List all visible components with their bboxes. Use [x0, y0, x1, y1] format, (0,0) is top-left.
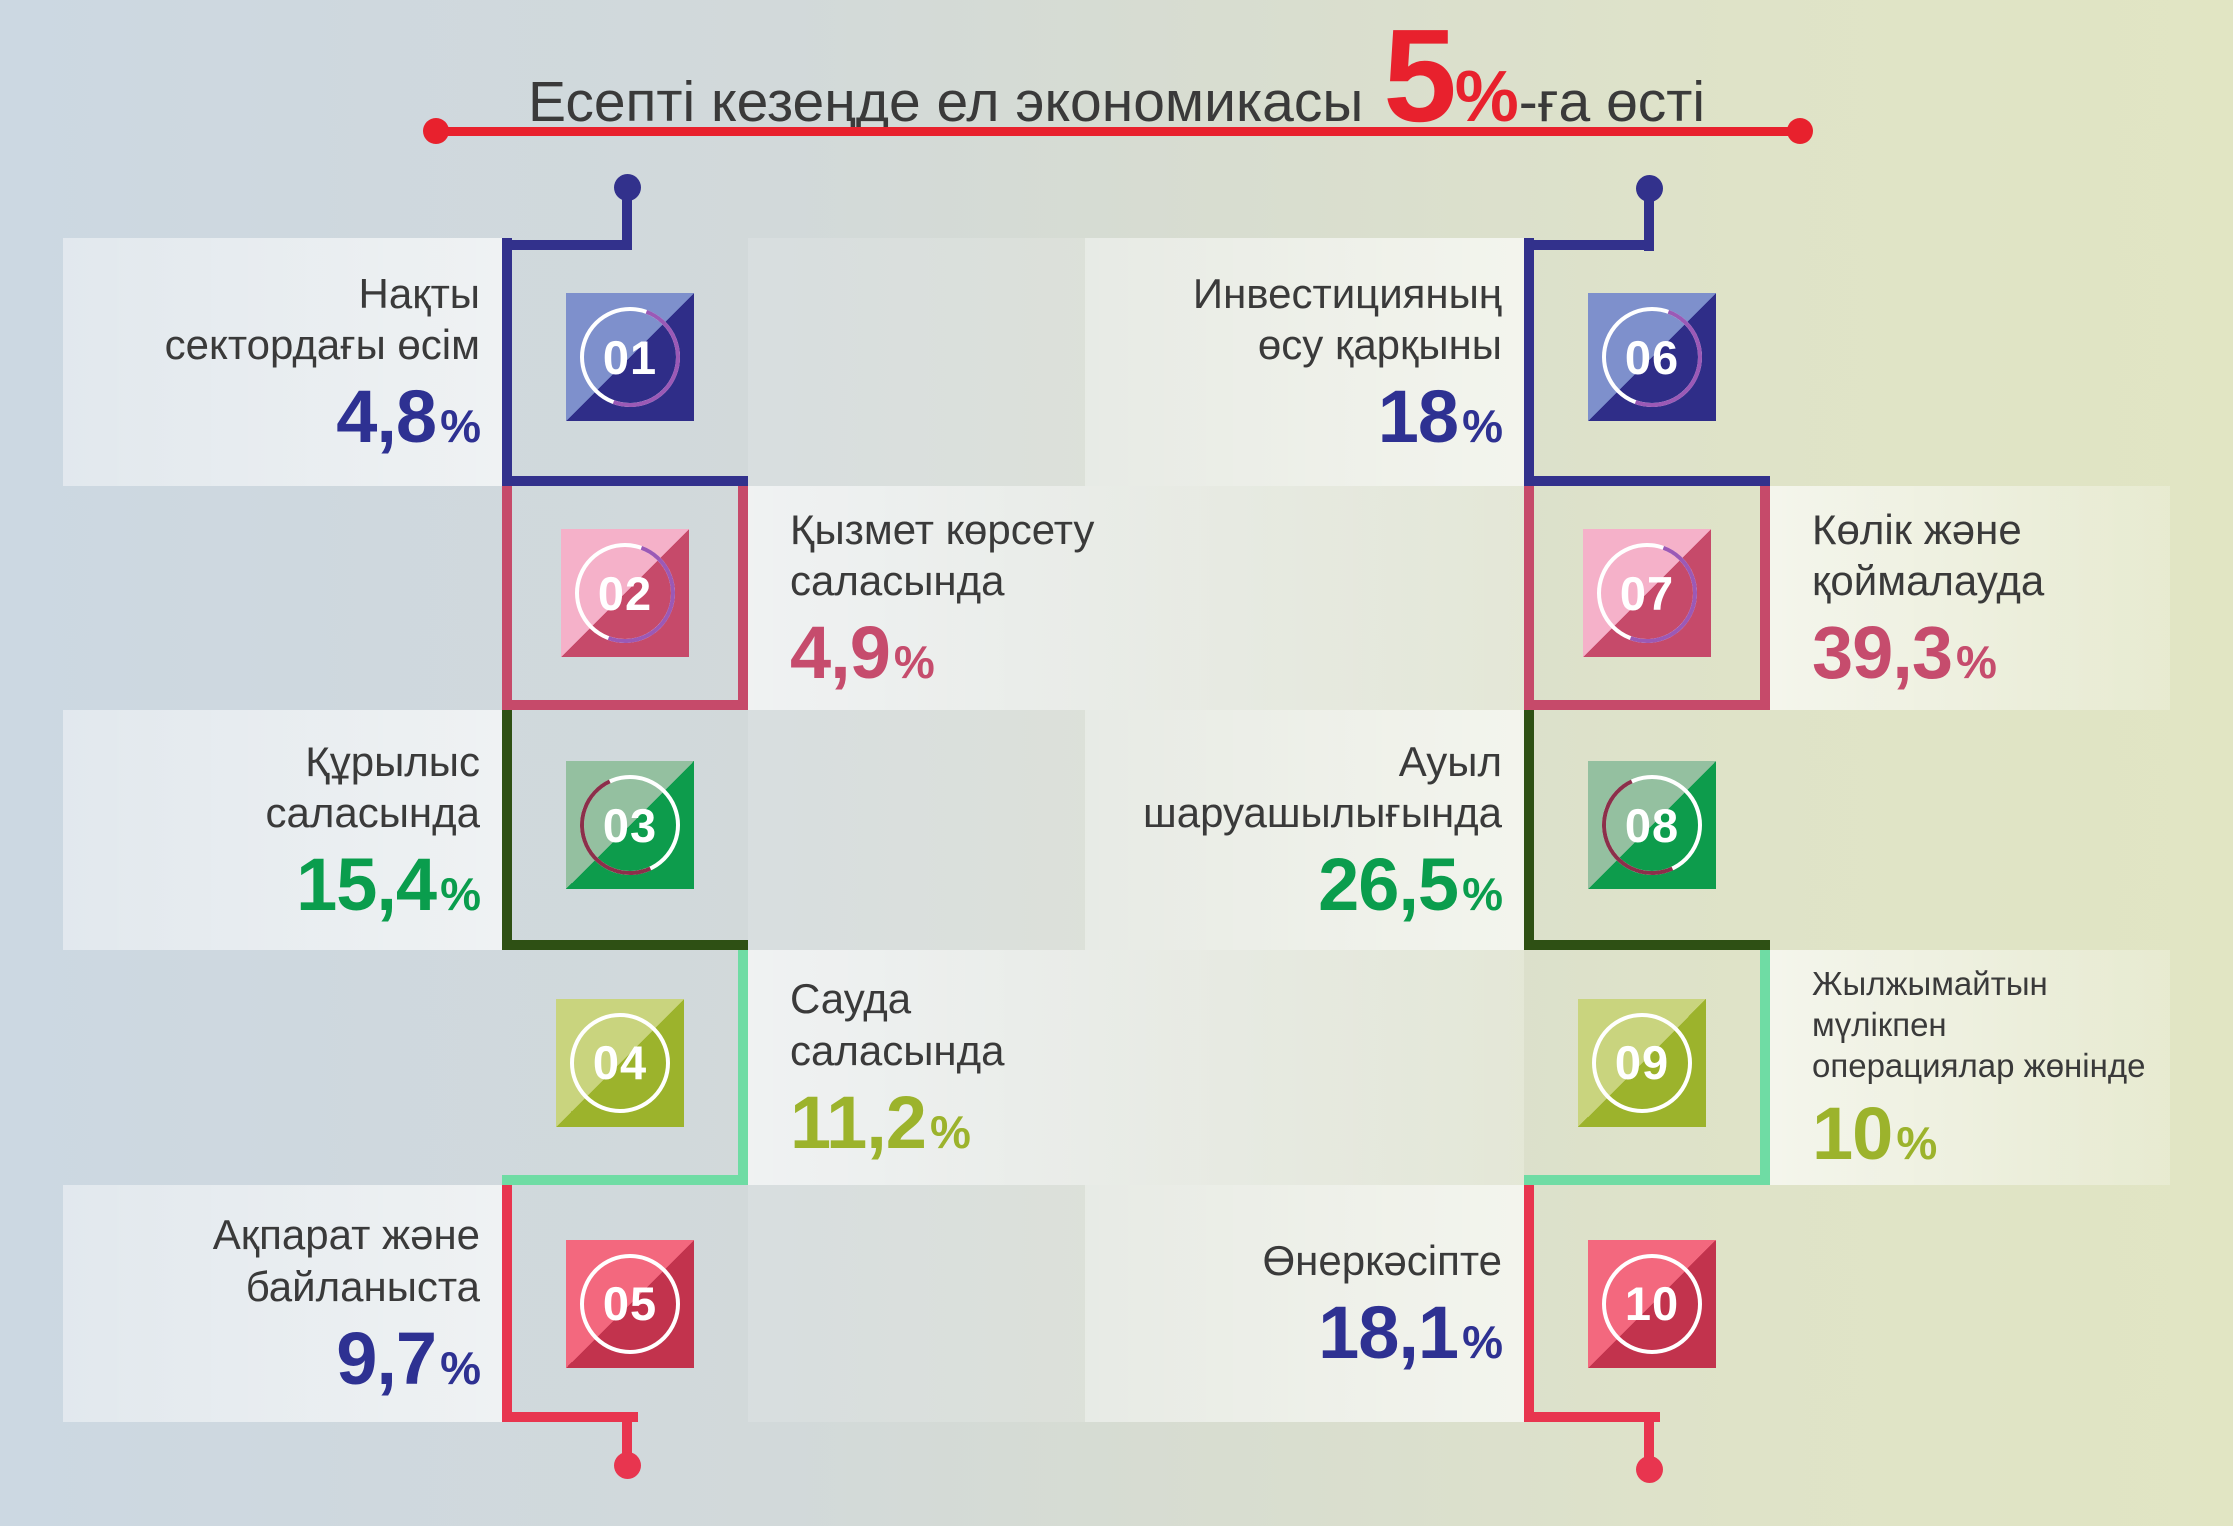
item-04-value: 11,2% — [790, 1080, 971, 1164]
badge-ring-icon — [580, 775, 680, 875]
item-09-label: Жылжымайтын мүлікпен операциялар жөнінде — [1812, 964, 2146, 1085]
item-05-card: Ақпарат және байланыста 9,7% — [63, 1185, 502, 1422]
badge-ring-icon — [1602, 1253, 1702, 1354]
left-column-start-stub — [622, 190, 632, 250]
left-column-end-stub — [622, 1412, 632, 1458]
badge-ring-icon — [580, 307, 680, 407]
item-05-value: 9,7% — [336, 1316, 481, 1400]
badge-ring-icon — [570, 1012, 670, 1113]
item-02-badge: 02 — [561, 529, 689, 657]
badge-number: 07 — [1619, 566, 1675, 620]
item-10-card: Өнеркәсіпте 18,1% — [1085, 1185, 1524, 1422]
badge-ring-icon — [1597, 543, 1697, 643]
item-01-card: Нақты сектордағы өсім 4,8% — [63, 238, 502, 486]
item-10-value: 18,1% — [1318, 1291, 1503, 1375]
item-03-value: 15,4% — [296, 843, 481, 927]
item-06-badge: 06 — [1588, 293, 1716, 421]
right-column-end-dot-icon — [1636, 1456, 1663, 1483]
item-02-label: Қызмет көрсету саласында — [790, 505, 1095, 605]
item-05-connector-zone: 05 — [502, 1185, 748, 1422]
left-column-end-dot-icon — [614, 1452, 641, 1479]
item-06-label: Инвестицияның өсу қарқыны — [1192, 269, 1502, 369]
item-01-connector-zone: 01 — [502, 238, 748, 486]
item-10-badge: 10 — [1588, 1239, 1716, 1368]
item-01-value: 4,8% — [336, 375, 481, 459]
badge-number: 02 — [597, 566, 653, 620]
item-02-value: 4,9% — [790, 611, 935, 695]
item-02-card: Қызмет көрсету саласында 4,9% — [748, 486, 1524, 710]
badge-ring-icon — [575, 543, 675, 643]
item-05-badge: 05 — [566, 1239, 694, 1368]
badge-number: 05 — [602, 1277, 658, 1330]
row-strip-2: 02 Қызмет көрсету саласында 4,9% 07 Көлі… — [0, 486, 2233, 710]
row-strip-4: 04 Сауда саласында 11,2% 09 Жылжымайтын … — [0, 950, 2233, 1185]
item-01-badge: 01 — [566, 293, 694, 421]
title-percent-sign: % — [1454, 57, 1519, 137]
background-gap — [748, 238, 1085, 486]
item-04-card: Сауда саласында 11,2% — [748, 950, 1524, 1185]
badge-number: 08 — [1624, 798, 1680, 852]
item-08-card: Ауыл шаруашылығында 26,5% — [1085, 710, 1524, 950]
item-08-badge: 08 — [1588, 761, 1716, 889]
item-08-label: Ауыл шаруашылығында — [1143, 737, 1502, 837]
badge-number: 06 — [1624, 330, 1680, 384]
badge-ring-icon — [1602, 775, 1702, 875]
item-07-badge: 07 — [1583, 529, 1711, 657]
badge-ring-icon — [580, 1253, 680, 1354]
item-09-connector-zone: 09 — [1524, 950, 1770, 1185]
title-highlight-number: 5 — [1383, 2, 1456, 149]
item-08-connector-zone: 08 — [1524, 710, 1770, 950]
background-gap — [748, 1185, 1085, 1422]
item-03-badge: 03 — [566, 761, 694, 889]
right-column-start-elbow — [1524, 240, 1654, 250]
item-02-connector-zone: 02 — [502, 486, 748, 710]
item-10-label: Өнеркәсіпте — [1262, 1237, 1502, 1285]
item-08-value: 26,5% — [1318, 843, 1503, 927]
right-column-start-stub — [1644, 191, 1654, 251]
badge-number: 01 — [602, 330, 658, 384]
item-03-card: Құрылыс саласында 15,4% — [63, 710, 502, 950]
left-column-end-elbow — [502, 1412, 638, 1422]
item-05-label: Ақпарат және байланыста — [212, 1211, 480, 1310]
item-07-connector-zone: 07 — [1524, 486, 1770, 710]
right-column-end-elbow — [1524, 1412, 1660, 1422]
page-title: Есепті кезеңде ел экономикасы 5%-ға өсті — [0, 0, 2233, 149]
item-03-connector-zone: 03 — [502, 710, 748, 950]
item-07-value: 39,3% — [1812, 611, 1997, 695]
item-09-badge: 09 — [1578, 998, 1706, 1127]
item-09-value: 10% — [1812, 1091, 1937, 1175]
item-01-label: Нақты сектордағы өсім — [164, 269, 480, 369]
background-gap — [748, 710, 1085, 950]
badge-ring-icon — [1592, 1012, 1692, 1113]
badge-number: 09 — [1614, 1036, 1670, 1089]
item-06-value: 18% — [1377, 375, 1503, 459]
item-03-label: Құрылыс саласында — [265, 737, 480, 837]
right-column-end-stub — [1644, 1412, 1654, 1460]
badge-number: 03 — [602, 798, 658, 852]
item-06-connector-zone: 06 — [1524, 238, 1770, 486]
item-04-label: Сауда саласында — [790, 975, 1005, 1074]
row-strip-5: Ақпарат және байланыста 9,7% 05 Өнеркәсі… — [0, 1185, 2233, 1422]
item-07-label: Көлік және қоймалауда — [1812, 505, 2045, 605]
left-column-start-elbow — [502, 240, 632, 250]
badge-ring-icon — [1602, 307, 1702, 407]
item-10-connector-zone: 10 — [1524, 1185, 1770, 1422]
badge-number: 04 — [592, 1036, 648, 1089]
title-underline-rule — [423, 118, 1813, 144]
row-strip-3: Құрылыс саласында 15,4% 03 Ауыл шаруашыл… — [0, 710, 2233, 950]
badge-number: 10 — [1624, 1277, 1680, 1330]
item-07-card: Көлік және қоймалауда 39,3% — [1770, 486, 2170, 710]
item-06-card: Инвестицияның өсу қарқыны 18% — [1085, 238, 1524, 486]
item-04-connector-zone: 04 — [502, 950, 748, 1185]
item-09-card: Жылжымайтын мүлікпен операциялар жөнінде… — [1770, 950, 2170, 1185]
item-04-badge: 04 — [556, 998, 684, 1127]
title-text-suffix: -ға өсті — [1518, 70, 1706, 134]
rule-left-dot-icon — [423, 118, 449, 144]
title-text: Есепті кезеңде ел экономикасы — [527, 70, 1364, 134]
rule-right-dot-icon — [1787, 118, 1813, 144]
row-strip-1: Нақты сектордағы өсім 4,8% 01 Инвестиция… — [0, 238, 2233, 486]
